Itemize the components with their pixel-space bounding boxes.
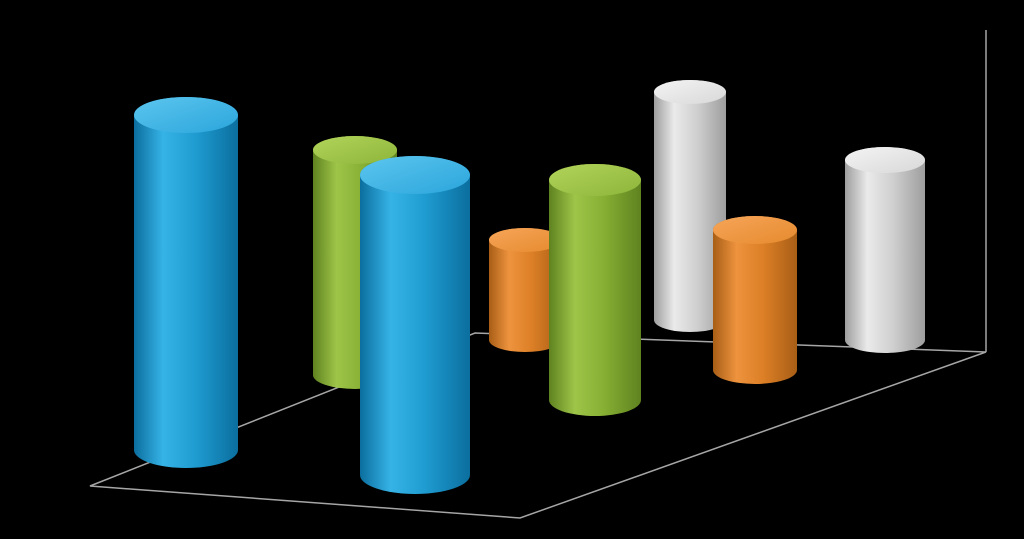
cylinder-row2-col1 <box>360 156 470 494</box>
cylinder-row2-col3 <box>713 216 797 384</box>
cylinder-row2-col4 <box>845 147 925 353</box>
cylinder-row1-col1 <box>134 97 238 468</box>
cylinder-row2-col2 <box>549 164 641 416</box>
chart-3d-cylinder <box>0 0 1024 539</box>
